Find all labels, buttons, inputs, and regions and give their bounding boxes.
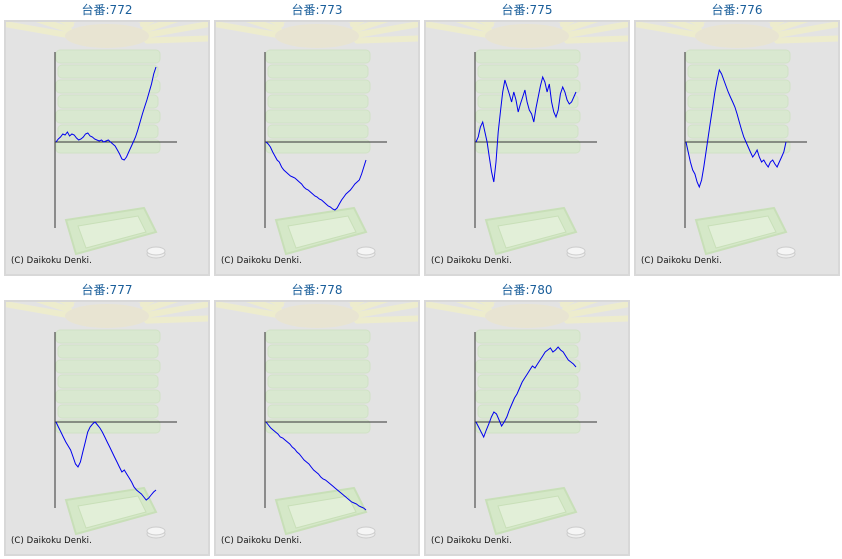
chart-cell: 台番:778 (C) Daikoku Denki. bbox=[214, 280, 420, 556]
graph-panel: (C) Daikoku Denki. bbox=[214, 300, 420, 556]
series-line bbox=[475, 346, 577, 439]
background-art bbox=[426, 302, 628, 539]
background-art bbox=[216, 22, 418, 259]
series-line bbox=[55, 421, 157, 501]
copyright-text: (C) Daikoku Denki. bbox=[221, 256, 302, 266]
slump-graph bbox=[6, 22, 208, 259]
chart-cell: 台番:773 (C) Daikoku Denki. bbox=[214, 0, 420, 276]
copyright-text: (C) Daikoku Denki. bbox=[11, 256, 92, 266]
chart-cell: 台番:776 (C) Daikoku Denki. bbox=[634, 0, 840, 276]
background-art bbox=[6, 22, 208, 259]
slump-graph bbox=[6, 302, 208, 539]
slump-graph bbox=[426, 22, 628, 259]
series-line bbox=[685, 68, 787, 189]
series-line bbox=[265, 141, 367, 211]
machine-number-link[interactable]: 台番:773 bbox=[291, 3, 343, 17]
background-art bbox=[216, 302, 418, 539]
machine-number-link[interactable]: 台番:775 bbox=[501, 3, 553, 17]
graph-panel: (C) Daikoku Denki. bbox=[214, 20, 420, 276]
slump-graph bbox=[426, 302, 628, 539]
copyright-text: (C) Daikoku Denki. bbox=[431, 536, 512, 546]
graph-panel: (C) Daikoku Denki. bbox=[424, 20, 630, 276]
chart-cell: 台番:772 (C) Daikoku Denki. bbox=[4, 0, 210, 276]
copyright-text: (C) Daikoku Denki. bbox=[641, 256, 722, 266]
machine-number-link[interactable]: 台番:772 bbox=[81, 3, 133, 17]
slump-graph bbox=[636, 22, 838, 259]
graph-panel: (C) Daikoku Denki. bbox=[634, 20, 840, 276]
series-line bbox=[55, 66, 157, 161]
series-line bbox=[475, 75, 577, 183]
background-art bbox=[6, 302, 208, 539]
copyright-text: (C) Daikoku Denki. bbox=[431, 256, 512, 266]
copyright-text: (C) Daikoku Denki. bbox=[221, 536, 302, 546]
background-art bbox=[636, 22, 838, 259]
chart-cell: 台番:780 (C) Daikoku Denki. bbox=[424, 280, 630, 556]
slump-graph bbox=[216, 22, 418, 259]
slump-graph bbox=[216, 302, 418, 539]
series-line bbox=[265, 421, 367, 511]
machine-number-link[interactable]: 台番:776 bbox=[711, 3, 763, 17]
machine-number-link[interactable]: 台番:778 bbox=[291, 283, 343, 297]
chart-cell: 台番:775 (C) Daikoku Denki. bbox=[424, 0, 630, 276]
background-art bbox=[426, 22, 628, 259]
chart-cell: 台番:777 (C) Daikoku Denki. bbox=[4, 280, 210, 556]
copyright-text: (C) Daikoku Denki. bbox=[11, 536, 92, 546]
graph-panel: (C) Daikoku Denki. bbox=[4, 20, 210, 276]
machine-number-link[interactable]: 台番:780 bbox=[501, 283, 553, 297]
graph-panel: (C) Daikoku Denki. bbox=[4, 300, 210, 556]
graph-panel: (C) Daikoku Denki. bbox=[424, 300, 630, 556]
machine-number-link[interactable]: 台番:777 bbox=[81, 283, 133, 297]
